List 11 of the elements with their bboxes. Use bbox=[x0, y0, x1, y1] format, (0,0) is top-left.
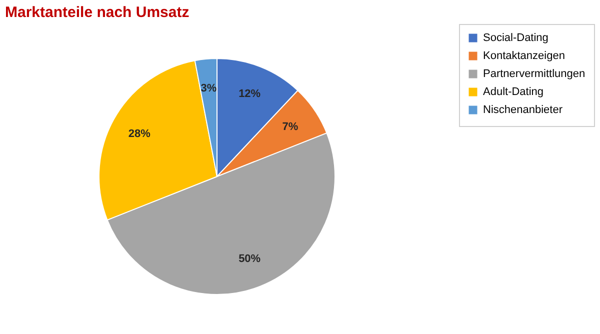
data-label: 50% bbox=[238, 252, 261, 265]
legend-label: Social-Dating bbox=[483, 32, 548, 44]
legend-label: Adult-Dating bbox=[483, 86, 544, 98]
data-label: 28% bbox=[128, 128, 151, 140]
data-label: 3% bbox=[200, 82, 217, 94]
data-label: 7% bbox=[282, 120, 298, 133]
chart-title: Marktanteile nach Umsatz bbox=[5, 4, 190, 21]
legend-label: Kontaktanzeigen bbox=[483, 50, 565, 62]
legend-label: Nischenanbieter bbox=[483, 104, 563, 116]
legend-label: Partnervermittlungen bbox=[483, 68, 586, 80]
data-label: 12% bbox=[238, 88, 261, 100]
